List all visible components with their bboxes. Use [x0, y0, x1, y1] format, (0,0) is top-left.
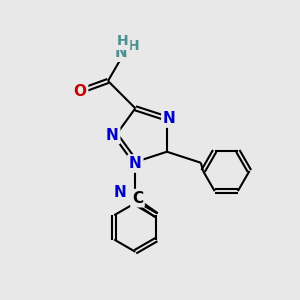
Text: H: H: [117, 34, 129, 48]
Text: C: C: [132, 190, 143, 206]
Text: N: N: [163, 111, 176, 126]
Text: H: H: [128, 39, 140, 53]
Text: O: O: [74, 84, 87, 99]
Text: N: N: [114, 45, 127, 60]
Text: N: N: [113, 185, 126, 200]
Text: N: N: [129, 156, 142, 171]
Text: N: N: [106, 128, 118, 142]
